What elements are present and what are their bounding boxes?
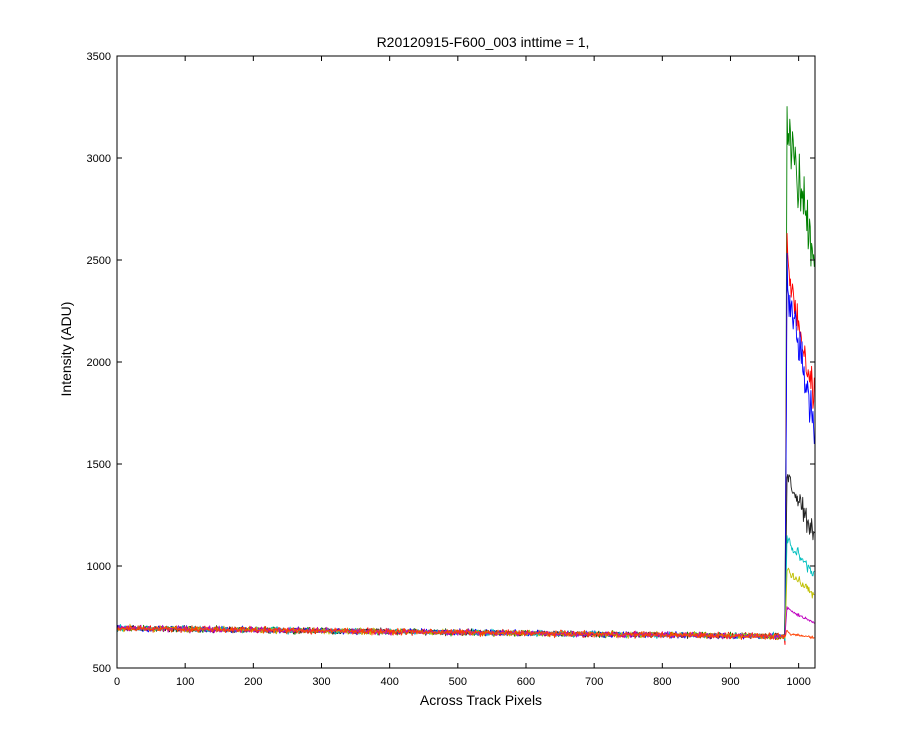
- x-axis: 0 100 200 300 400 500 600 700 800 900 1000: [114, 56, 811, 688]
- y-tick-label: 3500: [87, 51, 111, 63]
- y-tick-label: 500: [93, 663, 111, 675]
- plot-area: [117, 56, 815, 668]
- x-tick-label: 0: [114, 676, 120, 688]
- x-tick-label: 1000: [786, 676, 810, 688]
- y-tick-label: 2000: [87, 357, 111, 369]
- x-tick-label: 100: [176, 676, 194, 688]
- y-tick-label: 1000: [87, 561, 111, 573]
- series-line-7: [116, 606, 815, 640]
- y-axis-label: Intensity (ADU): [58, 302, 74, 397]
- y-axis: 500 1000 1500 2000 2500 3000 3500: [87, 51, 815, 675]
- x-tick-label: 400: [380, 676, 398, 688]
- x-tick-label: 800: [653, 676, 671, 688]
- chart-title: R20120915-F600_003 inttime = 1,: [377, 34, 590, 50]
- x-tick-label: 600: [517, 676, 535, 688]
- x-tick-label: 200: [244, 676, 262, 688]
- x-tick-label: 500: [449, 676, 467, 688]
- y-tick-label: 2500: [87, 255, 111, 267]
- y-tick-label: 3000: [87, 153, 111, 165]
- series-line-8: [116, 625, 815, 640]
- x-tick-label: 300: [312, 676, 330, 688]
- x-tick-label: 700: [585, 676, 603, 688]
- series-layer: [116, 106, 815, 645]
- y-tick-label: 1500: [87, 459, 111, 471]
- x-axis-label: Across Track Pixels: [420, 692, 542, 708]
- x-tick-label: 900: [721, 676, 739, 688]
